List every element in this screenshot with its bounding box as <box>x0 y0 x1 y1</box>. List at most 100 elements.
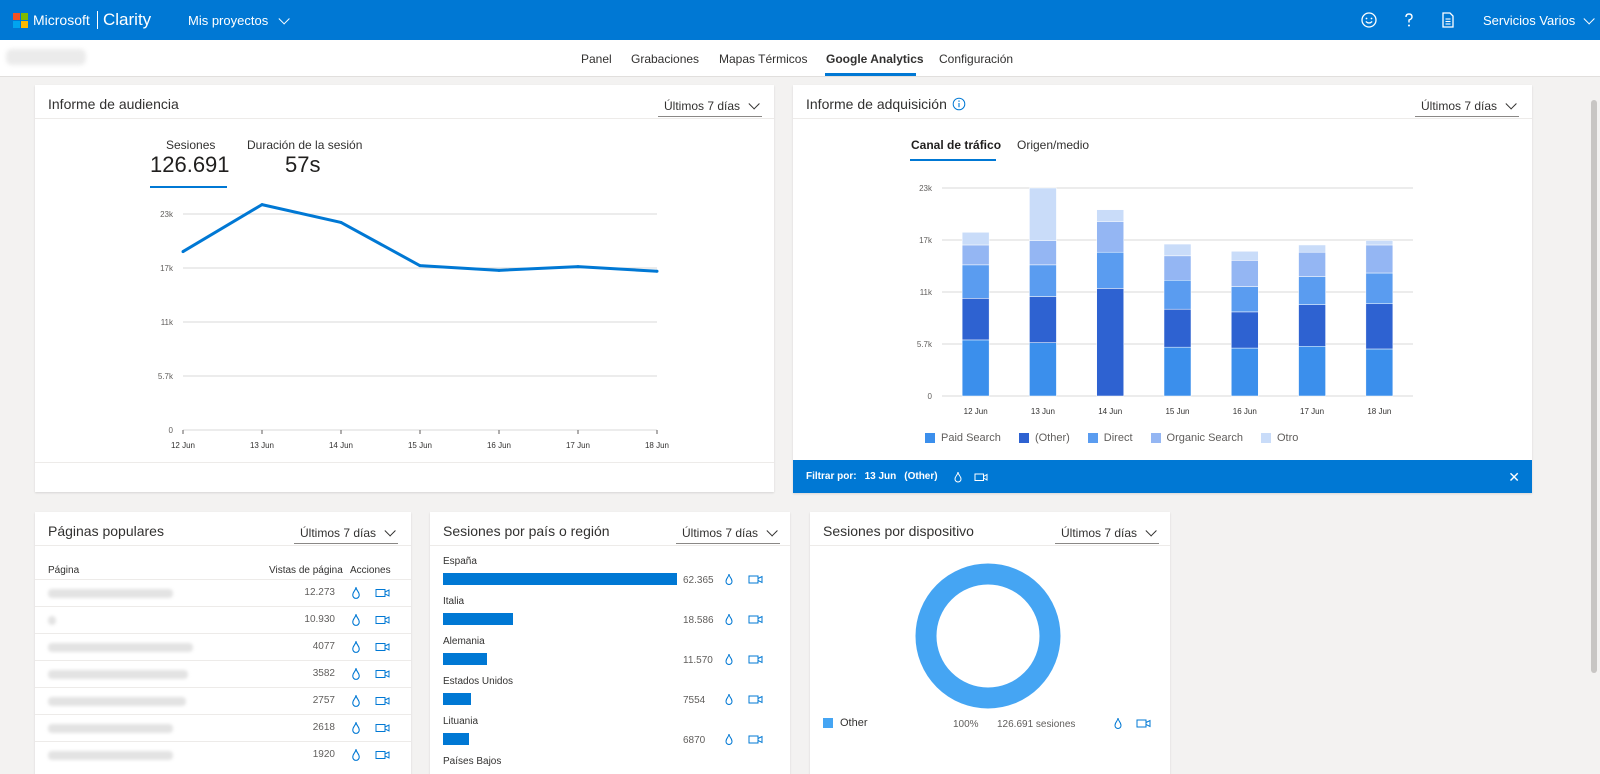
heatmap-icon[interactable] <box>1112 717 1124 730</box>
data-point[interactable] <box>181 250 185 254</box>
period-dropdown[interactable]: Últimos 7 días <box>294 520 399 544</box>
document-icon[interactable] <box>1438 10 1458 30</box>
recording-icon[interactable] <box>375 694 390 708</box>
page-scrollbar[interactable] <box>1591 100 1597 673</box>
data-point[interactable] <box>339 220 343 224</box>
bar-segment[interactable] <box>1231 260 1259 287</box>
period-dropdown[interactable]: Últimos 7 días <box>676 520 781 544</box>
help-icon[interactable] <box>1399 10 1419 30</box>
recording-icon[interactable] <box>748 734 763 745</box>
bar-segment[interactable] <box>1298 276 1326 305</box>
account-menu[interactable]: Servicios Varios <box>1483 12 1596 28</box>
bar-segment[interactable] <box>1096 251 1124 289</box>
bar-segment[interactable] <box>1163 279 1192 310</box>
table-row[interactable]: 2618 <box>35 714 411 741</box>
heatmap-icon[interactable] <box>723 573 735 586</box>
bar-segment[interactable] <box>1298 244 1326 253</box>
info-icon[interactable] <box>952 97 966 111</box>
bar-segment[interactable] <box>1163 243 1192 257</box>
recording-icon[interactable] <box>748 574 763 585</box>
smiley-icon[interactable] <box>1359 10 1379 30</box>
bar-segment[interactable] <box>1365 244 1394 274</box>
heatmap-icon[interactable] <box>349 586 363 600</box>
tab-heatmaps[interactable]: Mapas Térmicos <box>719 52 808 66</box>
table-row[interactable]: 12.273 <box>35 579 411 606</box>
recording-icon[interactable] <box>974 471 988 483</box>
bar-segment[interactable] <box>961 232 990 246</box>
data-point[interactable] <box>497 268 501 272</box>
recording-icon[interactable] <box>748 694 763 705</box>
duration-label[interactable]: Duración de la sesión <box>247 138 363 152</box>
sessions-label[interactable]: Sesiones <box>166 138 216 152</box>
bar-segment[interactable] <box>1029 264 1057 297</box>
bar-segment[interactable] <box>1298 304 1326 347</box>
data-point[interactable] <box>576 265 580 269</box>
recording-icon[interactable] <box>1136 718 1151 729</box>
period-dropdown[interactable]: Últimos 7 días <box>658 93 763 117</box>
recording-icon[interactable] <box>375 586 390 600</box>
data-point[interactable] <box>418 264 422 268</box>
product-name[interactable]: Clarity <box>103 10 152 29</box>
heatmap-icon[interactable] <box>349 667 363 681</box>
heatmap-icon[interactable] <box>349 613 363 627</box>
data-point[interactable] <box>260 203 264 207</box>
bar-segment[interactable] <box>1231 347 1259 397</box>
bar-segment[interactable] <box>1231 251 1259 261</box>
table-row[interactable]: 4077 <box>35 633 411 660</box>
recording-icon[interactable] <box>375 613 390 627</box>
close-icon[interactable]: ✕ <box>1508 469 1520 485</box>
heatmap-icon[interactable] <box>952 471 964 483</box>
bar-segment[interactable] <box>961 339 990 397</box>
country-bar[interactable] <box>443 693 471 705</box>
tab-settings[interactable]: Configuración <box>939 52 1014 66</box>
heatmap-icon[interactable] <box>349 640 363 654</box>
recording-icon[interactable] <box>748 614 763 625</box>
data-point[interactable] <box>655 269 659 273</box>
period-dropdown[interactable]: Últimos 7 días <box>1415 93 1520 117</box>
bar-segment[interactable] <box>1029 240 1057 266</box>
bar-segment[interactable] <box>1365 240 1394 246</box>
table-row[interactable]: 3582 <box>35 660 411 687</box>
bar-segment[interactable] <box>1163 346 1192 397</box>
tab-recordings[interactable]: Grabaciones <box>631 52 700 66</box>
donut-slice-other[interactable] <box>915 563 1061 709</box>
recording-icon[interactable] <box>748 654 763 665</box>
heatmap-icon[interactable] <box>349 694 363 708</box>
heatmap-icon[interactable] <box>723 613 735 626</box>
bar-segment[interactable] <box>1365 272 1394 305</box>
recording-icon[interactable] <box>375 721 390 735</box>
legend-item[interactable]: (Other) <box>1018 432 1070 444</box>
bar-segment[interactable] <box>1231 311 1259 349</box>
heatmap-icon[interactable] <box>349 748 363 762</box>
legend-item[interactable]: Organic Search <box>1150 432 1243 444</box>
legend-item[interactable]: Paid Search <box>925 432 1001 444</box>
recording-icon[interactable] <box>375 748 390 762</box>
legend-item[interactable]: Direct <box>1087 432 1133 444</box>
country-bar[interactable] <box>443 653 487 665</box>
heatmap-icon[interactable] <box>349 721 363 735</box>
recording-icon[interactable] <box>375 640 390 654</box>
table-row[interactable]: 1920 <box>35 741 411 768</box>
projects-menu[interactable]: Mis proyectos <box>188 12 290 28</box>
bar-segment[interactable] <box>1029 296 1057 343</box>
bar-segment[interactable] <box>1298 251 1326 277</box>
bar-segment[interactable] <box>961 298 990 341</box>
heatmap-icon[interactable] <box>723 653 735 666</box>
bar-segment[interactable] <box>1163 308 1192 348</box>
bar-segment[interactable] <box>1298 346 1326 397</box>
bar-segment[interactable] <box>1096 288 1124 397</box>
bar-segment[interactable] <box>1163 255 1192 281</box>
bar-segment[interactable] <box>1365 348 1394 397</box>
heatmap-icon[interactable] <box>723 693 735 706</box>
bar-segment[interactable] <box>1029 342 1057 397</box>
bar-segment[interactable] <box>1096 209 1124 222</box>
tab-traffic-channel[interactable]: Canal de tráfico <box>911 138 1002 152</box>
bar-segment[interactable] <box>1096 221 1124 253</box>
bar-segment[interactable] <box>1029 187 1057 241</box>
bar-segment[interactable] <box>1231 286 1259 313</box>
country-bar[interactable] <box>443 613 513 625</box>
country-bar[interactable] <box>443 573 677 585</box>
tab-source-medium[interactable]: Origen/medio <box>1017 138 1090 152</box>
bar-segment[interactable] <box>1365 303 1394 350</box>
recording-icon[interactable] <box>375 667 390 681</box>
